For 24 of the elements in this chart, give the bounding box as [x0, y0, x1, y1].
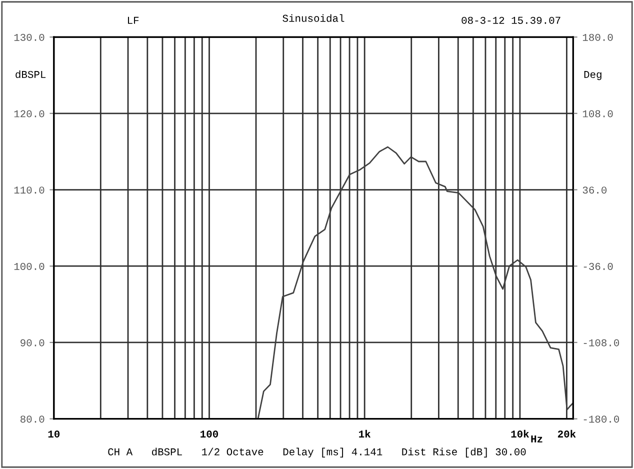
y-tick-label: 80.0: [20, 416, 44, 423]
y-tick-label: 110.0: [14, 186, 44, 194]
text: 08-3-12 15.39.07: [462, 16, 560, 24]
x-tick-label: 10: [48, 430, 60, 438]
y-tick-label: 120.0: [14, 110, 44, 118]
y-axis-title: dBSPL: [16, 70, 46, 78]
y2-tick-label: -108.0: [584, 339, 620, 346]
y2-tick-label: 180.0: [582, 34, 613, 41]
y2-tick-label: -180.0: [584, 416, 620, 423]
x-tick-label: 10k: [511, 430, 530, 438]
y2-axis-title: Deg: [584, 71, 602, 80]
x-tick-label: 1k: [359, 430, 371, 438]
chart-title: Sinusoidal: [282, 14, 344, 22]
y-tick-label: 90.0: [20, 339, 44, 346]
text: LF: [128, 16, 139, 24]
y-tick-label: 130.0: [14, 34, 44, 41]
y2-tick-label: 108.0: [582, 110, 613, 118]
x-axis-title: Hz: [531, 436, 542, 442]
x-tick-label: 100: [200, 430, 218, 438]
y2-tick-label: 36.0: [582, 186, 607, 194]
text: CH A dBSPL 1/2 Octave Delay [ms] 4.141 Dist Rise [dB] 30.00: [108, 448, 526, 458]
y2-tick-label: -36.0: [584, 262, 613, 270]
x-tick-label: 20k: [558, 430, 576, 438]
y-tick-label: 100.0: [14, 262, 44, 270]
